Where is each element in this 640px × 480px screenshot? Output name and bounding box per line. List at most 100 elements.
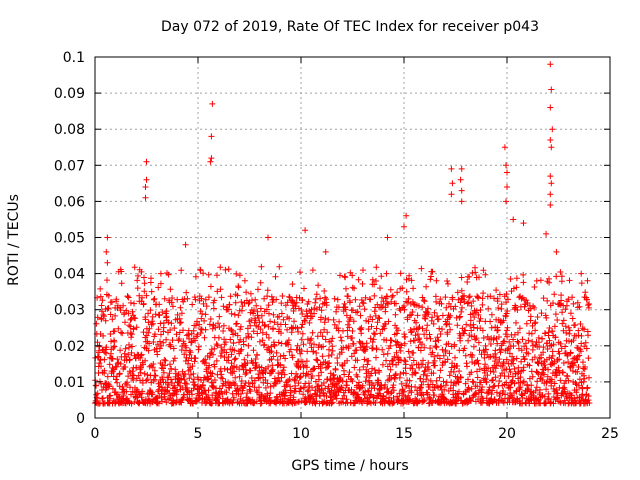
data-point: [544, 396, 551, 403]
data-point: [493, 354, 499, 361]
data-point: [245, 333, 252, 340]
data-point: [242, 371, 249, 378]
data-point: [385, 318, 392, 325]
data-point: [513, 388, 520, 395]
data-point: [253, 302, 260, 309]
data-point: [563, 329, 570, 336]
data-point: [436, 374, 443, 381]
data-point: [212, 324, 219, 331]
data-point: [409, 365, 416, 372]
data-point: [329, 335, 336, 342]
data-point: [311, 305, 318, 312]
data-point: [487, 368, 494, 375]
data-point: [364, 361, 371, 368]
data-point: [509, 373, 516, 380]
data-point: [465, 376, 471, 383]
data-point: [289, 281, 296, 288]
data-point: [344, 327, 351, 334]
data-point: [492, 347, 499, 354]
data-point: [427, 335, 434, 342]
data-point: [534, 378, 541, 385]
data-point: [432, 338, 439, 344]
data-point: [257, 326, 264, 333]
outlier-point: [504, 169, 510, 176]
data-point: [496, 378, 503, 384]
data-point: [556, 350, 563, 357]
data-point: [180, 327, 186, 334]
data-point: [184, 384, 191, 391]
data-point: [419, 304, 426, 311]
data-point: [309, 384, 316, 391]
data-point: [268, 348, 275, 355]
data-point: [333, 395, 340, 402]
data-point: [419, 294, 426, 301]
data-point: [436, 355, 443, 362]
data-point: [248, 334, 255, 341]
data-point: [410, 349, 417, 356]
data-point: [230, 339, 237, 346]
y-tick-label: 0.03: [54, 303, 85, 319]
data-point: [440, 378, 447, 385]
outlier-point: [458, 198, 465, 205]
data-point: [406, 272, 413, 279]
data-point: [124, 293, 131, 300]
data-point: [582, 289, 589, 296]
data-point: [377, 285, 383, 292]
data-point: [159, 376, 166, 383]
data-point: [168, 320, 175, 327]
data-point: [414, 391, 421, 398]
data-point: [376, 315, 383, 322]
data-point: [203, 303, 210, 310]
data-point: [250, 310, 257, 317]
data-point: [468, 369, 475, 376]
data-point: [325, 316, 332, 323]
data-point: [349, 272, 356, 279]
data-point: [309, 267, 316, 274]
data-point: [423, 376, 430, 383]
data-point: [402, 334, 409, 340]
y-tick-label: 0.05: [54, 231, 85, 247]
data-point: [581, 326, 588, 333]
outlier-point: [449, 180, 456, 187]
data-point: [312, 296, 319, 302]
data-point: [258, 400, 265, 407]
data-point: [175, 379, 182, 386]
data-point: [112, 312, 119, 319]
data-point: [541, 362, 548, 368]
data-point: [361, 306, 368, 313]
data-point: [514, 338, 521, 345]
data-point: [489, 387, 496, 394]
data-point: [470, 379, 477, 386]
data-point: [388, 298, 395, 305]
data-point: [99, 395, 106, 402]
data-point: [285, 337, 292, 344]
data-point: [574, 368, 581, 375]
data-point: [352, 296, 359, 303]
x-tick-label: 20: [498, 426, 516, 442]
data-point: [382, 304, 389, 311]
data-point: [456, 368, 463, 375]
outlier-point: [547, 191, 554, 198]
data-point: [501, 338, 508, 345]
data-point: [103, 344, 110, 351]
data-point: [408, 329, 415, 336]
data-point: [523, 320, 530, 327]
data-point: [305, 298, 312, 305]
data-point: [130, 312, 137, 319]
data-point: [507, 384, 514, 391]
data-point: [295, 380, 302, 387]
data-point: [267, 390, 274, 397]
data-point: [567, 349, 574, 356]
data-point: [465, 299, 472, 306]
data-point: [107, 331, 114, 337]
data-point: [244, 360, 251, 366]
data-point: [149, 313, 156, 320]
data-point: [562, 306, 569, 313]
data-point: [433, 298, 440, 305]
data-point: [487, 293, 494, 300]
data-point: [427, 345, 434, 352]
data-point: [430, 370, 437, 377]
data-point: [570, 337, 577, 344]
outlier-point: [553, 248, 560, 255]
data-point: [476, 366, 483, 373]
